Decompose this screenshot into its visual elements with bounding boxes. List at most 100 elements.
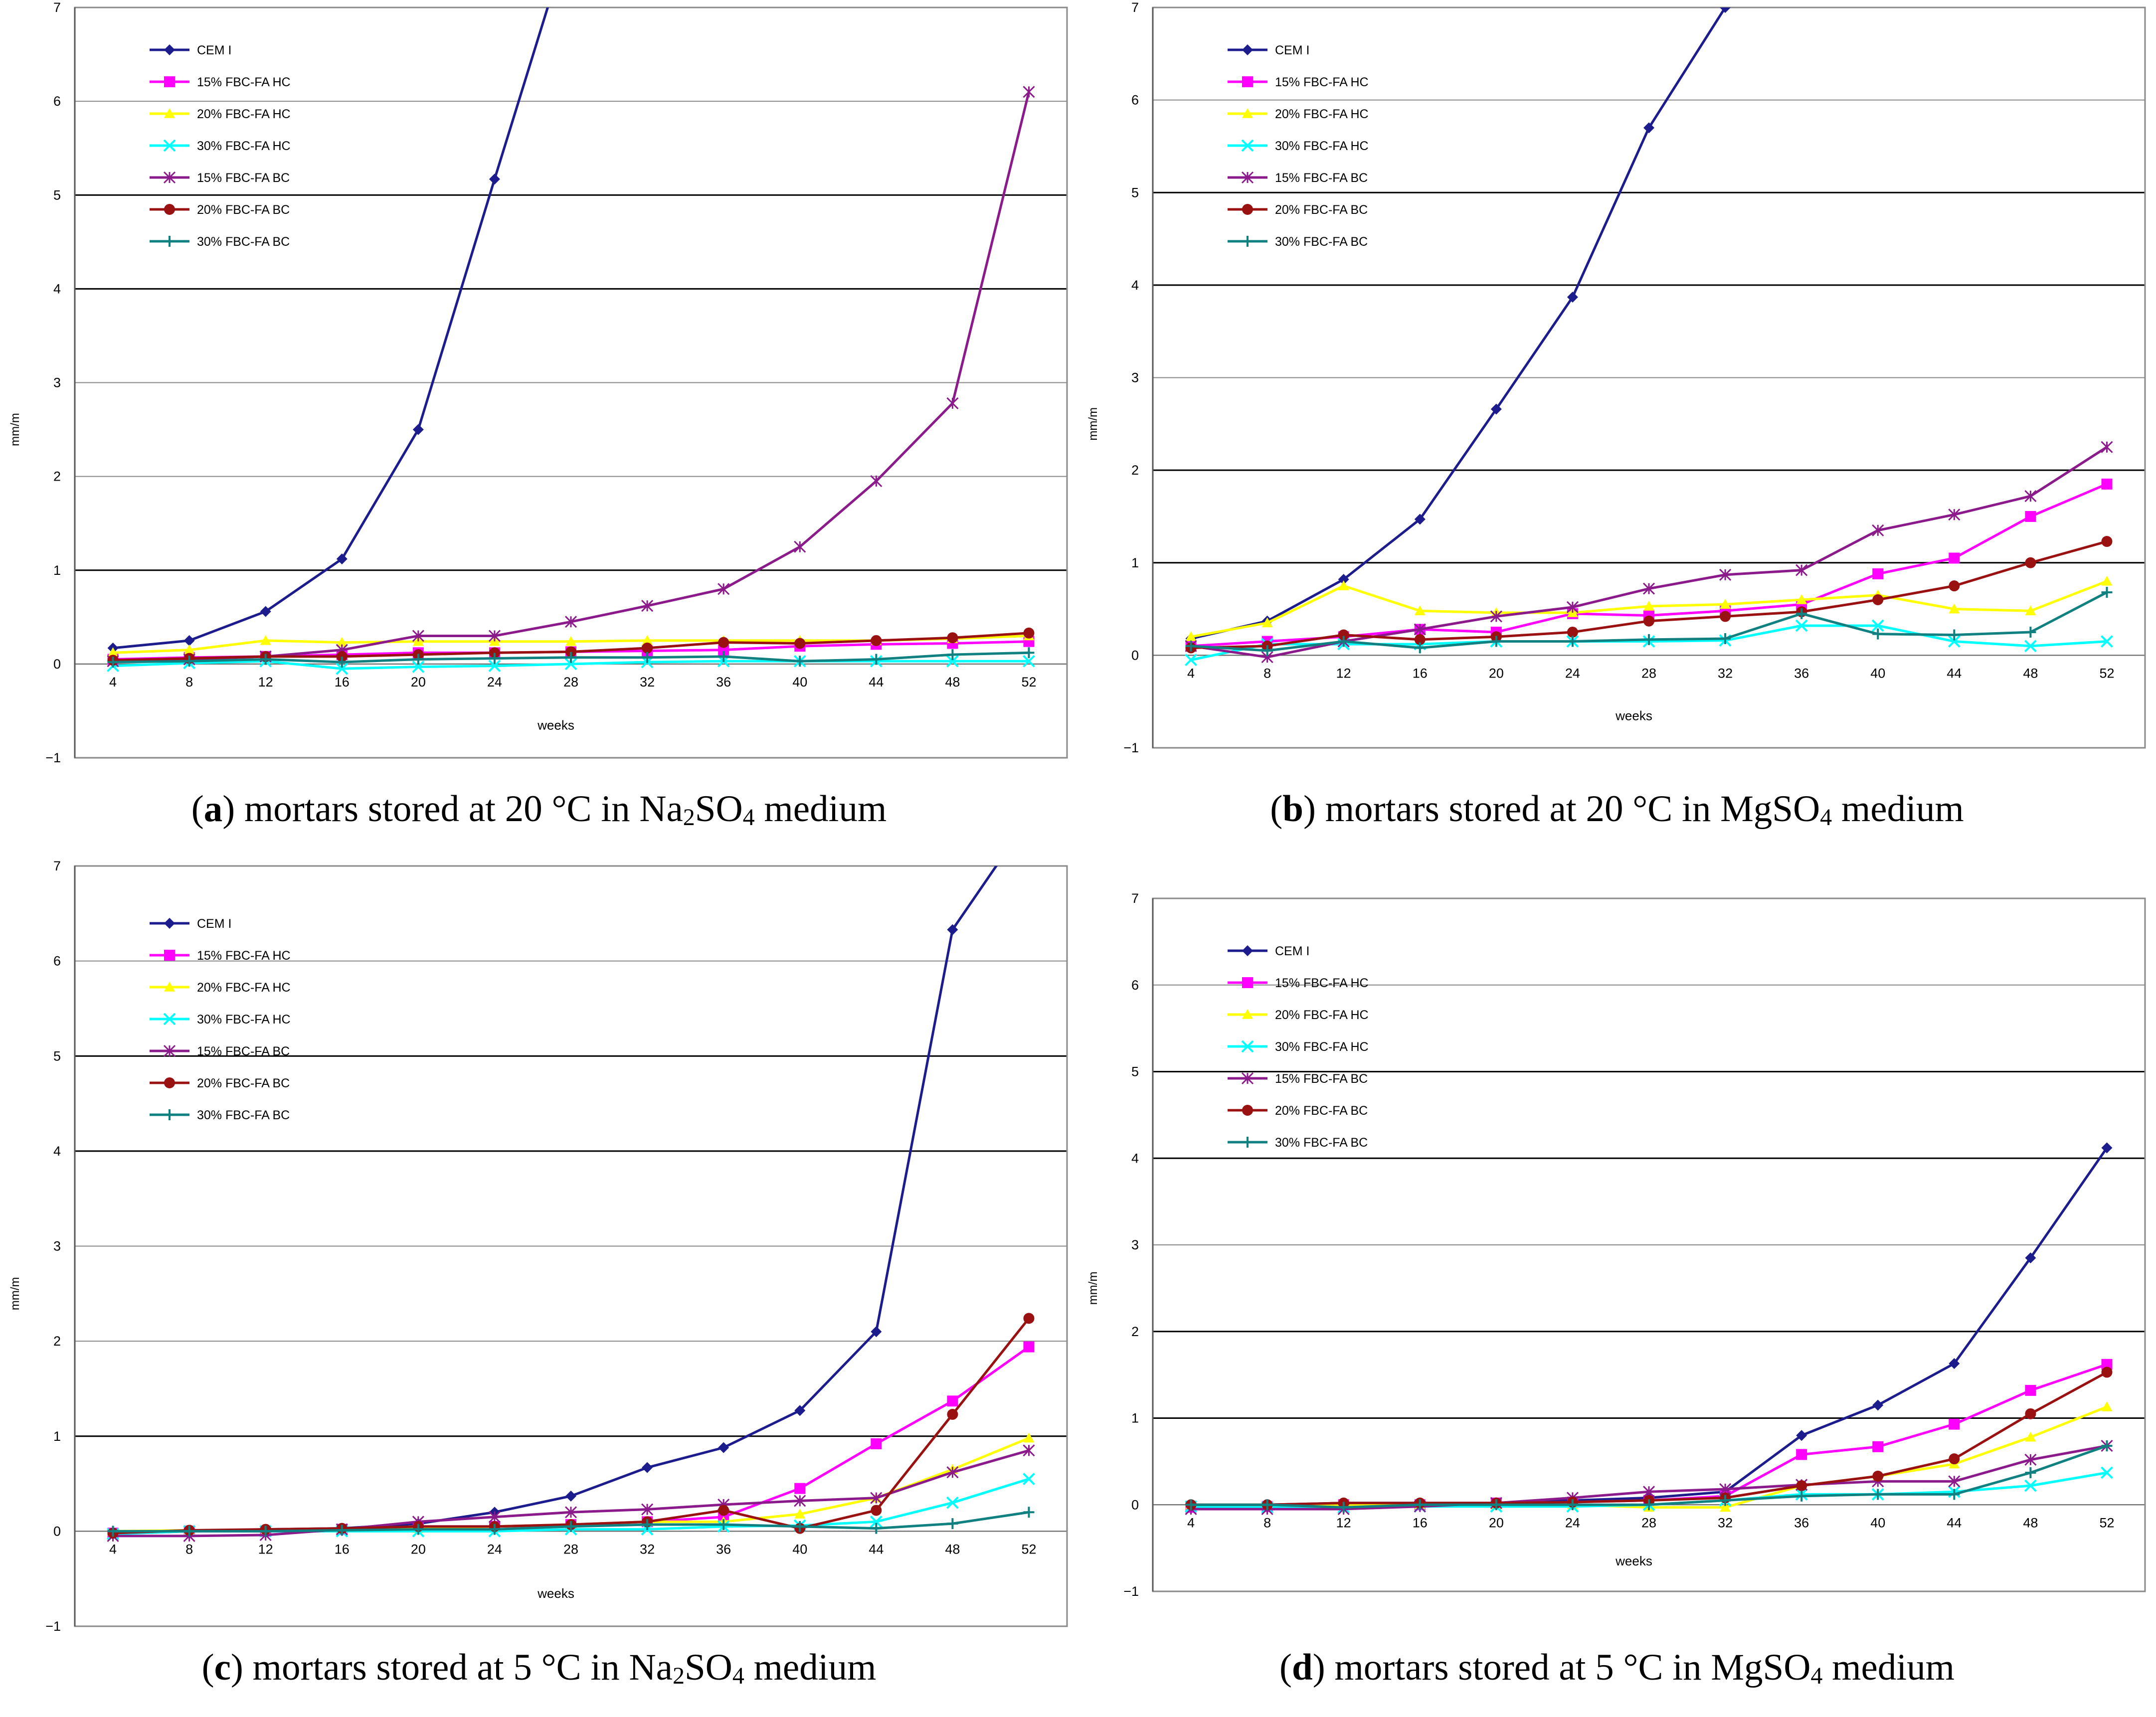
data-point (183, 1526, 195, 1537)
data-point (947, 1395, 958, 1407)
data-point (1185, 1499, 1197, 1511)
x-tick-label: 48 (2023, 1515, 2038, 1530)
x-tick-label: 16 (335, 1542, 350, 1556)
data-point (1023, 1507, 1035, 1518)
legend-label: 15% FBC-FA BC (1275, 171, 1368, 185)
x-tick-label: 8 (185, 675, 193, 689)
y-tick-label: 7 (1131, 0, 1139, 15)
plot-series (107, 7, 1035, 675)
x-tick-label: 48 (945, 675, 960, 689)
x-tick-label: 28 (1641, 1515, 1656, 1530)
x-tick-label: 4 (109, 1542, 117, 1556)
legend-marker (1242, 236, 1253, 247)
data-point (718, 644, 729, 656)
data-point (1796, 608, 1807, 619)
data-point (1566, 601, 1579, 613)
legend-label: 15% FBC-FA BC (197, 171, 290, 185)
x-tick-label: 28 (1641, 666, 1656, 681)
chart-panel-c: −1 0 1 2 3 4 5 6 7 4 8 12 16 20 24 28 32 36 40 44 48 52 weeks m… (0, 858, 1078, 1717)
series-line (1190, 7, 1727, 640)
plot-series (1185, 1142, 2113, 1516)
series-20-fbc-fa-hc (1185, 575, 2113, 642)
data-point (2101, 1367, 2113, 1378)
y-tick-label: 4 (1131, 1151, 1139, 1166)
x-tick-label: 4 (1187, 1515, 1195, 1530)
x-tick-label: 40 (1870, 666, 1885, 681)
legend-marker (164, 44, 175, 55)
data-point (641, 600, 654, 612)
y-tick-label: 6 (53, 94, 61, 109)
chart-caption-b: (b) mortars stored at 20 °C in MgSO4 med… (1270, 788, 1964, 831)
data-point (2101, 575, 2113, 586)
chart-panel-d: −1 0 1 2 3 4 5 6 7 4 8 12 16 20 24 28 32 36 40 44 48 52 weeks m… (1078, 858, 2156, 1717)
data-point (871, 1326, 882, 1338)
x-tick-label: 28 (563, 1542, 578, 1556)
data-point (1949, 1489, 1960, 1500)
legend-marker (163, 1013, 176, 1026)
data-point (1023, 627, 1035, 639)
plot-series (107, 866, 1035, 1542)
data-point (1948, 635, 1961, 648)
y-tick-label: 6 (1131, 978, 1139, 993)
x-tick-label: 40 (792, 675, 807, 689)
legend-label: CEM I (197, 43, 231, 57)
y-tick-label: 1 (53, 1429, 61, 1444)
data-point (1872, 1441, 1884, 1452)
series-15-fbc-fa-bc (1185, 441, 2113, 664)
x-tick-label: 36 (1794, 1515, 1809, 1530)
series-30-fbc-fa-bc (107, 647, 1035, 668)
legend-marker (1242, 977, 1253, 988)
data-point (1796, 1430, 1807, 1441)
data-point (1720, 7, 1731, 13)
data-point (718, 1505, 729, 1516)
y-tick-label: 3 (53, 1239, 61, 1254)
legend: CEM I 15% FBC-FA HC 20% FBC-FA HC 30% FBC-F… (1228, 944, 1369, 1150)
data-point (794, 638, 806, 649)
data-point (946, 1496, 959, 1509)
data-point (1642, 582, 1655, 595)
data-point (718, 637, 729, 648)
data-point (1643, 634, 1654, 645)
data-point (1490, 610, 1502, 623)
legend-marker (164, 982, 175, 992)
legend-label: CEM I (197, 917, 231, 931)
data-point (489, 1524, 500, 1535)
series-line (113, 7, 549, 650)
data-point (1567, 636, 1578, 647)
data-point (870, 475, 883, 488)
data-point (1023, 647, 1035, 659)
x-tick-label: 8 (1263, 666, 1271, 681)
data-point (1948, 1475, 1961, 1488)
x-tick-label: 8 (1263, 1515, 1271, 1530)
data-point (260, 635, 271, 645)
data-point (1414, 605, 1426, 616)
x-tick-label: 44 (1947, 666, 1962, 681)
chart-caption-c: (c) mortars stored at 5 °C in Na2SO4 med… (201, 1647, 877, 1689)
data-point (1490, 1499, 1502, 1511)
data-point (641, 1503, 654, 1516)
data-point (336, 651, 348, 662)
data-point (2025, 1252, 2036, 1264)
data-point (565, 636, 576, 646)
data-point (2025, 511, 2036, 522)
data-point (488, 1511, 501, 1523)
legend: CEM I 15% FBC-FA HC 20% FBC-FA HC 30% FBC-F… (1228, 43, 1369, 249)
data-point (107, 657, 119, 668)
data-point (1795, 619, 1808, 632)
series-30-fbc-fa-bc (107, 1507, 1035, 1537)
data-point (412, 424, 424, 435)
x-tick-label: 20 (411, 1542, 426, 1556)
data-point (564, 616, 577, 628)
x-tick-label: 20 (411, 675, 426, 689)
data-point (1872, 628, 1884, 640)
series-cem-i (1185, 7, 1731, 644)
y-axis-label: mm/m (8, 1277, 22, 1310)
legend-label: 15% FBC-FA BC (197, 1044, 290, 1058)
data-point (1949, 580, 1960, 592)
data-point (794, 540, 806, 553)
data-point (489, 653, 500, 664)
y-tick-label: 1 (53, 563, 61, 578)
data-point (336, 657, 348, 668)
x-tick-label: 52 (1021, 675, 1036, 689)
